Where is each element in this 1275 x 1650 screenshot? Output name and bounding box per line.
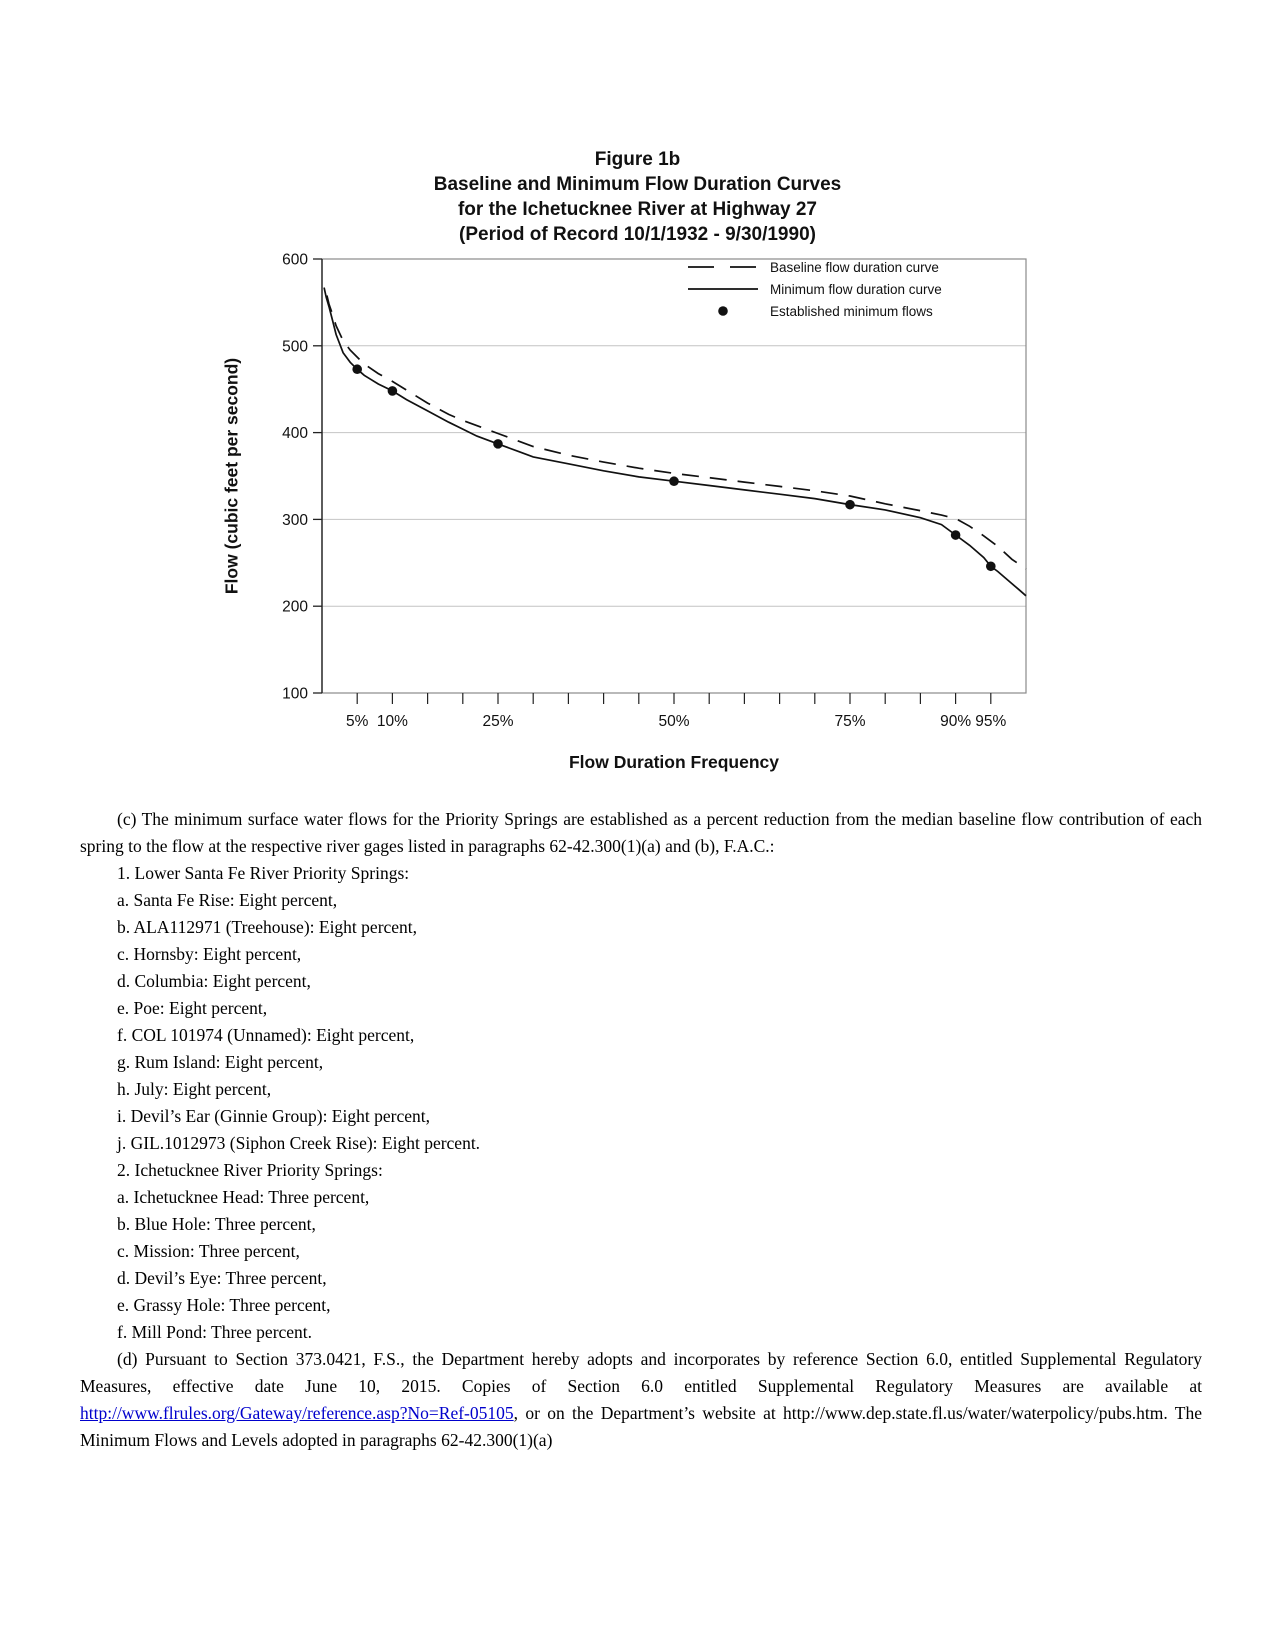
x-axis-title: Flow Duration Frequency <box>568 752 780 772</box>
list-item: g. Rum Island: Eight percent, <box>117 1052 324 1072</box>
list-item: e. Grassy Hole: Three percent, <box>117 1295 331 1315</box>
x-tick-label: 5% <box>346 713 369 730</box>
list-item: j. GIL.1012973 (Siphon Creek Rise): Eigh… <box>117 1133 481 1153</box>
established-minimum-flow-point <box>950 530 961 540</box>
list-item: f. Mill Pond: Three percent. <box>117 1322 313 1342</box>
list-item: b. Blue Hole: Three percent, <box>117 1214 316 1234</box>
list-item: d. Devil’s Eye: Three percent, <box>117 1268 327 1288</box>
x-tick-label: 95% <box>975 713 1006 730</box>
flrules-reference-link[interactable]: http://www.flrules.org/Gateway/reference… <box>80 1403 514 1423</box>
list-item: c. Hornsby: Eight percent, <box>117 944 302 964</box>
x-tick-label: 25% <box>482 713 513 730</box>
established-minimum-flow-point <box>493 439 503 449</box>
list-item: a. Ichetucknee Head: Three percent, <box>117 1187 370 1207</box>
paragraph-d-text-after: , or on the Department’s website at http… <box>80 1403 1202 1450</box>
established-minimum-flow-point <box>352 364 362 375</box>
y-tick-label: 200 <box>282 599 308 616</box>
established-minimum-flow-point <box>986 561 996 572</box>
figure-title-line-2: Baseline and Minimum Flow Duration Curve… <box>433 174 842 195</box>
plot-frame <box>321 258 1027 694</box>
paragraph-d: (d) Pursuant to Section 373.0421, F.S., … <box>80 1346 1202 1454</box>
list-item: c. Mission: Three percent, <box>117 1241 300 1261</box>
springs-list: 1. Lower Santa Fe River Priority Springs… <box>80 860 1202 1346</box>
y-tick-label: 500 <box>282 338 308 355</box>
established-minimum-flow-point <box>845 499 855 510</box>
legend-label: Minimum flow duration curve <box>770 282 942 297</box>
x-tick-label: 10% <box>377 713 408 730</box>
flow-duration-chart: 600 500 400 300 200 100 5% 10% 25% 50% 75% 90% 95% Ba… <box>282 252 1027 730</box>
list-item: e. Poe: Eight percent, <box>117 998 268 1018</box>
paragraph-d-text-before: (d) Pursuant to Section 373.0421, F.S., … <box>80 1349 1202 1396</box>
legend-label: Established minimum flows <box>770 304 933 319</box>
x-tick-label: 75% <box>834 713 865 730</box>
figure-title-line-3: for the Ichetucknee River at Highway 27 <box>457 199 817 220</box>
list-item: 2. Ichetucknee River Priority Springs: <box>117 1160 383 1180</box>
figure-title-line-1: Figure 1b <box>594 149 681 170</box>
x-tick-label: 50% <box>658 713 689 730</box>
list-item: d. Columbia: Eight percent, <box>117 971 311 991</box>
list-item: b. ALA112971 (Treehouse): Eight percent, <box>117 917 418 937</box>
figure-title: Figure 1b Baseline and Minimum Flow Dura… <box>0 147 1275 247</box>
baseline-curve <box>326 295 1027 570</box>
list-item: a. Santa Fe Rise: Eight percent, <box>117 890 338 910</box>
body-text: (c) The minimum surface water flows for … <box>80 806 1202 1454</box>
x-tick-label: 90% <box>940 713 971 730</box>
list-item: 1. Lower Santa Fe River Priority Springs… <box>117 863 410 883</box>
list-item: h. July: Eight percent, <box>117 1079 272 1099</box>
y-tick-label: 600 <box>282 252 308 269</box>
legend-point-sample <box>718 306 728 316</box>
list-item: f. COL 101974 (Unnamed): Eight percent, <box>117 1025 415 1045</box>
established-minimum-flow-point <box>387 386 398 396</box>
y-tick-label: 100 <box>282 686 308 703</box>
paragraph-c: (c) The minimum surface water flows for … <box>80 809 1202 856</box>
y-tick-label: 400 <box>282 425 308 442</box>
legend-label: Baseline flow duration curve <box>770 260 939 275</box>
list-item: i. Devil’s Ear (Ginnie Group): Eight per… <box>117 1106 430 1126</box>
established-minimum-flow-point <box>669 476 679 487</box>
figure-title-line-4: (Period of Record 10/1/1932 - 9/30/1990) <box>459 224 816 245</box>
y-tick-label: 300 <box>282 512 308 529</box>
minimum-curve <box>323 287 1027 597</box>
